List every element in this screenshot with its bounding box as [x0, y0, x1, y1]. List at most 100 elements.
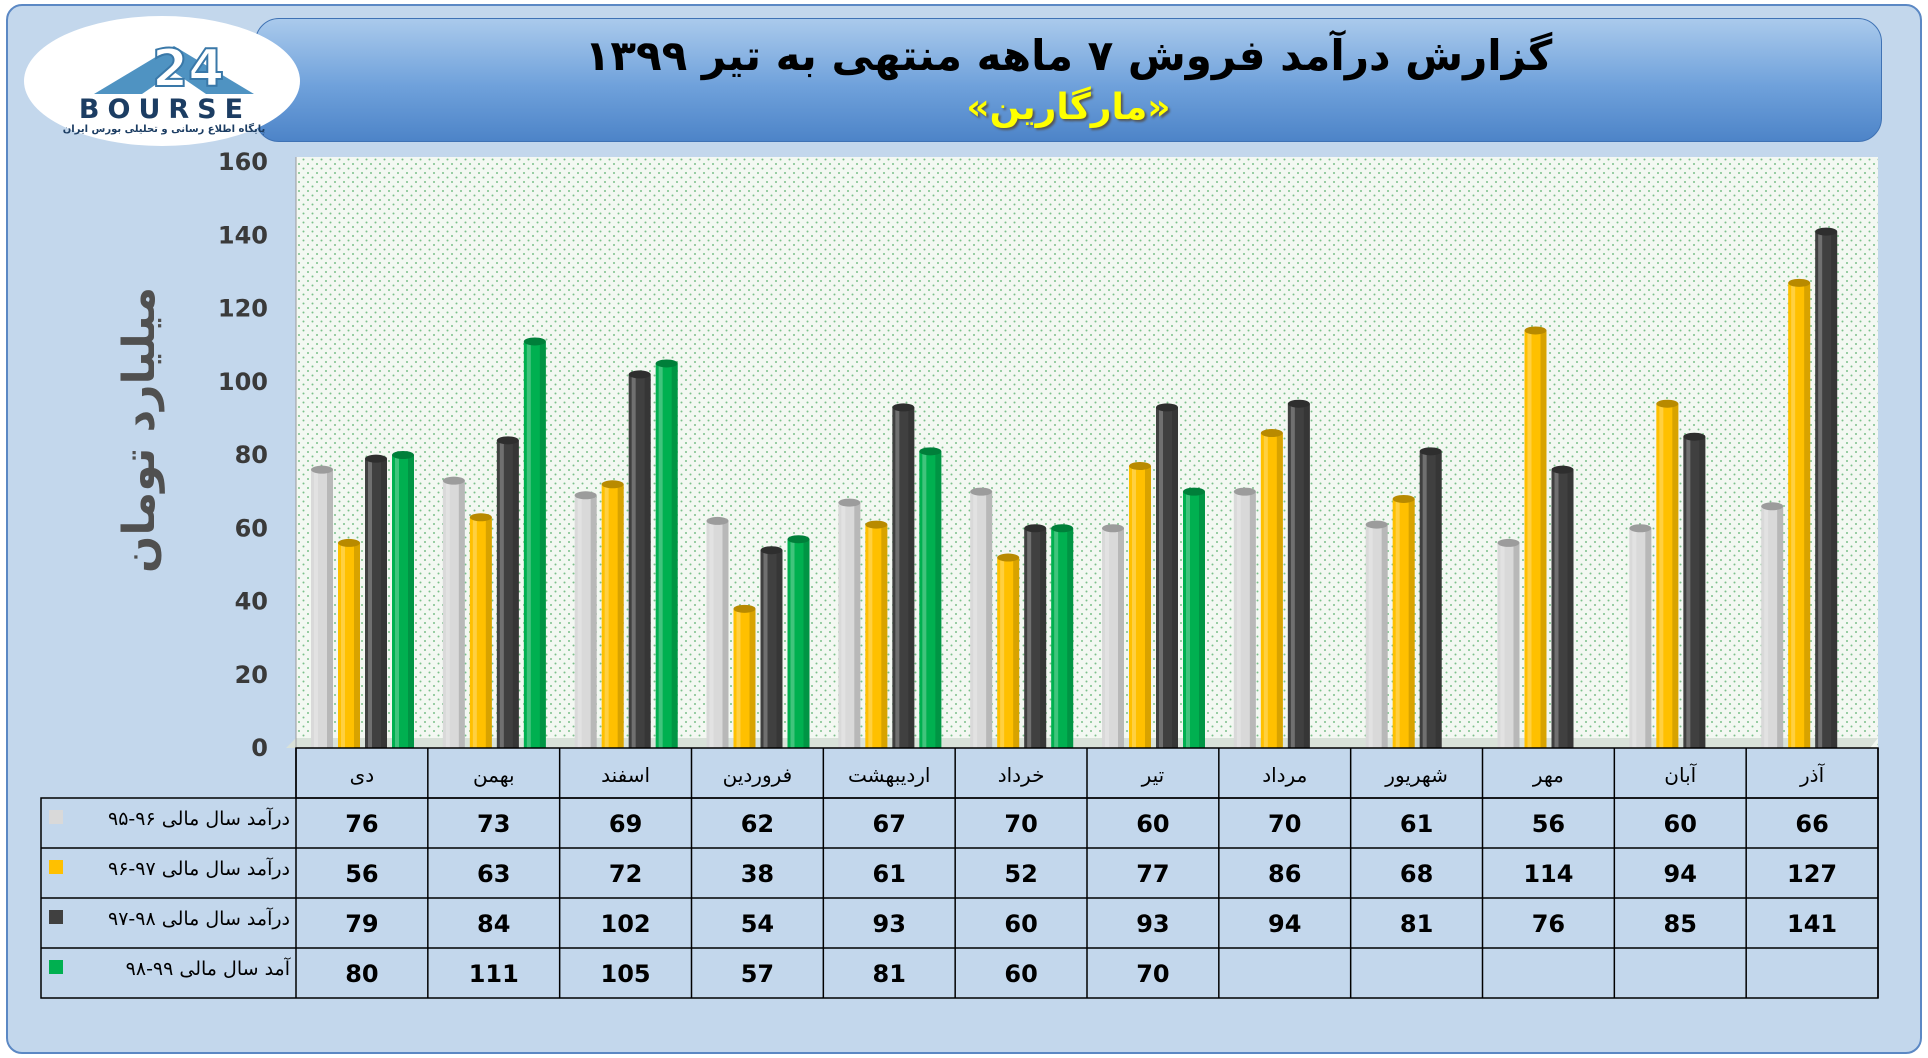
table-cell-value: 141 [1787, 910, 1837, 938]
table-cell-value: 86 [1268, 860, 1301, 888]
table-cell-value: 93 [1136, 910, 1169, 938]
table-cell-value: 57 [741, 960, 774, 988]
y-tick-label: 100 [218, 368, 268, 396]
bar [892, 403, 915, 748]
bar [1051, 524, 1074, 748]
bar [1788, 278, 1811, 748]
y-tick-label: 60 [235, 514, 268, 542]
bar [442, 476, 465, 748]
legend-swatch [49, 860, 63, 874]
category-label: آبان [1664, 762, 1697, 787]
bar [601, 480, 624, 748]
table-cell-value: 127 [1787, 860, 1837, 888]
table-cell-value: 102 [601, 910, 651, 938]
table-cell-value: 67 [873, 810, 906, 838]
table-cell-value: 61 [1400, 810, 1433, 838]
table-cell-value: 81 [1400, 910, 1433, 938]
category-label: شهریور [1384, 763, 1448, 787]
bar [865, 520, 888, 748]
bar [338, 538, 360, 748]
legend-label: درآمد سال مالی ۹۶-۹۵ [108, 806, 290, 830]
table-cell-value: 54 [741, 910, 774, 938]
table-cell-value: 85 [1664, 910, 1697, 938]
bar [733, 604, 756, 748]
bar [1815, 227, 1838, 748]
table-cell-value: 60 [1664, 810, 1697, 838]
bar [970, 487, 993, 748]
category-label: فروردین [723, 763, 793, 787]
table-cell-value: 56 [1532, 810, 1565, 838]
bar [919, 447, 942, 748]
y-tick-label: 20 [235, 661, 268, 689]
table-cell-value: 94 [1268, 910, 1301, 938]
table-cell-value: 81 [873, 960, 906, 988]
y-tick-label: 0 [251, 734, 268, 762]
plot-area-pattern [296, 157, 1878, 748]
bar [1683, 432, 1706, 748]
bar [392, 451, 414, 748]
bar [523, 337, 546, 748]
table-cell-value: 56 [345, 860, 378, 888]
chart-title: گزارش درآمد فروش ۷ ماهه منتهی به تیر ۱۳۹… [584, 31, 1553, 80]
table-cell-value: 70 [1268, 810, 1301, 838]
y-tick-label: 120 [218, 295, 268, 323]
plot-floor [286, 738, 1878, 748]
bar [1365, 520, 1388, 748]
bar [1392, 494, 1415, 748]
legend-label: آمد سال مالی ۹۹-۹۸ [126, 956, 291, 980]
bar [1102, 524, 1124, 748]
table-cell-value: 114 [1523, 860, 1573, 888]
category-label: خرداد [998, 763, 1045, 787]
bar [1419, 447, 1442, 748]
bar [1497, 538, 1520, 748]
bar [1287, 399, 1310, 748]
category-label: اردیبهشت [848, 763, 930, 787]
table-cell-value: 61 [873, 860, 906, 888]
table-cell-value: 62 [741, 810, 774, 838]
table-cell-value: 70 [1004, 810, 1037, 838]
table-cell-value: 72 [609, 860, 642, 888]
bar [628, 370, 651, 748]
bar [1551, 465, 1574, 748]
table-cell-value: 77 [1136, 860, 1169, 888]
table-cell-value: 66 [1795, 810, 1828, 838]
table-cell-value: 60 [1004, 910, 1037, 938]
table-cell-value: 68 [1400, 860, 1433, 888]
category-label: دی [350, 763, 375, 787]
table-cell-value: 79 [345, 910, 378, 938]
bar [1024, 524, 1047, 748]
bar [469, 513, 492, 748]
table-cell-value: 93 [873, 910, 906, 938]
bar [574, 491, 597, 748]
bar [365, 454, 387, 748]
table-cell-value: 105 [601, 960, 651, 988]
table-cell-value: 84 [477, 910, 510, 938]
table-cell-value: 94 [1664, 860, 1697, 888]
bar [1260, 429, 1283, 748]
legend-swatch [49, 810, 63, 824]
legend-swatch [49, 910, 63, 924]
logo-tagline: پایگاه اطلاع رسانی و تحلیلی بورس ایران [62, 124, 266, 135]
bar [1629, 524, 1652, 748]
y-tick-label: 160 [218, 148, 268, 176]
legend-label: درآمد سال مالی ۹۸-۹۷ [108, 906, 290, 930]
table-cell-value: 63 [477, 860, 510, 888]
bar [1656, 399, 1679, 748]
bourse24-logo: 24 BOURSE پایگاه اطلاع رسانی و تحلیلی بو… [24, 16, 300, 146]
logo-mountain-icon: 24 [94, 38, 254, 100]
legend-swatch [49, 960, 63, 974]
table-cell-value: 69 [609, 810, 642, 838]
bar [706, 516, 729, 748]
y-tick-label: 40 [235, 588, 268, 616]
category-label: آذر [1799, 762, 1826, 787]
logo-mark: 24 [152, 39, 224, 99]
bar [1129, 461, 1151, 748]
bar [997, 553, 1020, 748]
table-cell-value: 38 [741, 860, 774, 888]
bar [655, 359, 678, 748]
table-cell-value: 76 [1532, 910, 1565, 938]
title-banner: گزارش درآمد فروش ۷ ماهه منتهی به تیر ۱۳۹… [255, 18, 1882, 142]
category-label: اسفند [601, 763, 650, 787]
logo-wordmark: BOURSE [78, 94, 252, 125]
